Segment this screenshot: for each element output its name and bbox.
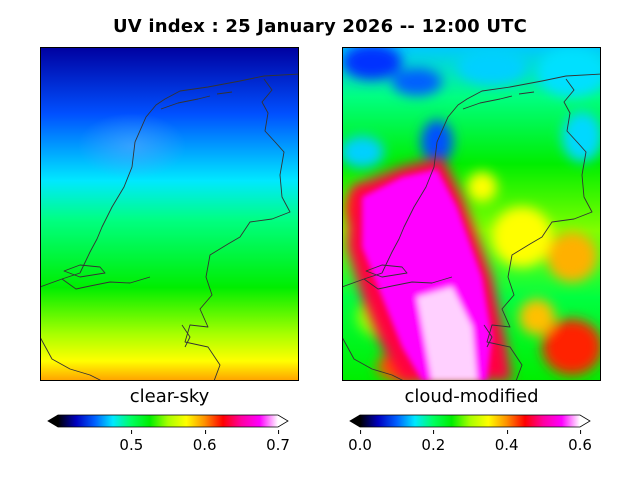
colorbar-tick-label: 0.2 [421,430,446,454]
clear-sky-highlight [60,102,240,212]
map-title: UV index : 25 January 2026 -- 12:00 UTC [112,16,528,37]
clear-sky-colorbar-ticks: 0.5 0.6 0.7 [48,430,290,454]
colorbar-gradient [58,415,278,427]
cloud-modified-colorbar-ticks: 0.0 0.2 0.4 0.6 [348,430,592,454]
colorbar-tick-label: 0.4 [494,430,519,454]
colorbar-tick-label: 0.0 [348,430,372,454]
clear-sky-label: clear-sky [129,386,210,407]
colorbar-extend-low [350,415,360,427]
colorbar-gradient [360,415,580,427]
colorbar-tick-label: 0.7 [266,430,290,454]
clear-sky-map [40,47,299,381]
cloud-modified-colorbar [349,414,591,428]
coastline [342,73,601,381]
colorbar-extend-low [48,415,58,427]
colorbar-extend-high [278,415,288,427]
cloud-modified-label: cloud-modified [404,386,539,407]
colorbar-tick-label: 0.6 [192,430,217,454]
uv-peak-band [362,169,492,381]
colorbar-tick-label: 0.5 [119,430,144,454]
colorbar-extend-high [580,415,590,427]
colorbar-tick-label: 0.6 [568,430,592,454]
coastline [40,73,299,381]
clear-sky-field [40,47,299,381]
clear-sky-colorbar [47,414,289,428]
cloud-modified-map [342,47,601,381]
